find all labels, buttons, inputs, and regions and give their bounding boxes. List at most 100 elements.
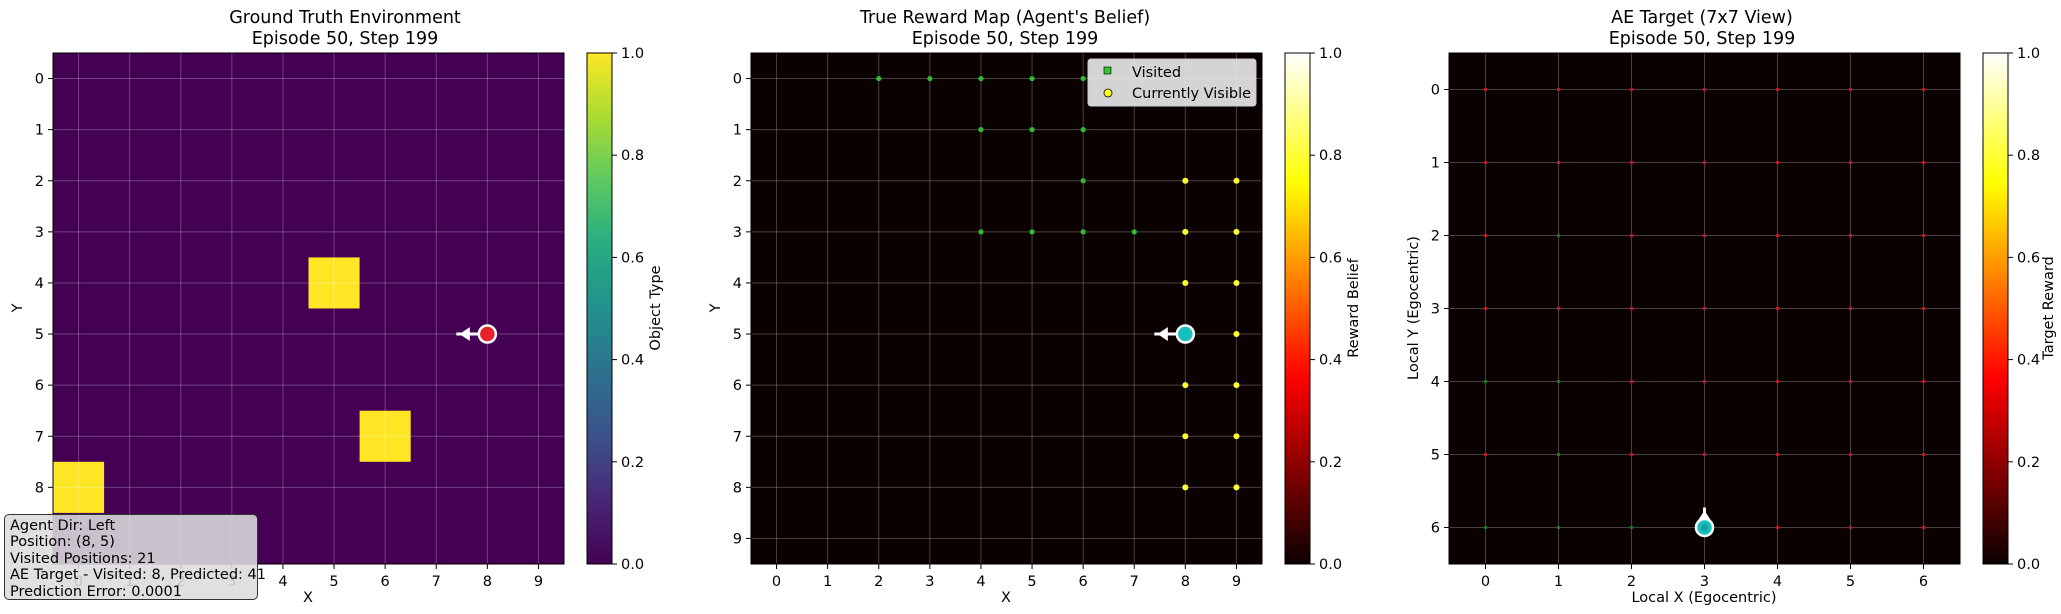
colorbar-tick-label: 0.2 xyxy=(2017,455,2040,471)
x-tick-label: 6 xyxy=(1079,574,1088,590)
colorbar-tick-label: 0.8 xyxy=(621,148,644,164)
legend-visited-swatch xyxy=(1103,66,1112,75)
panel1-xlabel: X xyxy=(303,590,313,606)
visited-cell-marker xyxy=(1483,379,1488,384)
predicted-cell-marker xyxy=(1848,525,1853,530)
y-tick-label: 4 xyxy=(1431,375,1440,391)
y-tick-label: 1 xyxy=(733,123,742,139)
x-tick-label: 8 xyxy=(1181,574,1190,590)
panel3-y-ticks: 0 1 2 3 4 5 6 xyxy=(1431,83,1449,537)
panel3-agent xyxy=(1694,507,1715,538)
visited-point xyxy=(1080,127,1086,133)
colorbar-tick-label: 0.0 xyxy=(2017,557,2040,573)
predicted-cell-marker xyxy=(1483,87,1488,92)
x-tick-label: 6 xyxy=(1919,574,1928,590)
panel2-ylabel: Y xyxy=(708,303,724,313)
info-ae-target: AE Target - Visited: 8, Predicted: 41 xyxy=(10,567,266,584)
x-tick-label: 6 xyxy=(381,574,390,590)
colorbar-tick-label: 0.6 xyxy=(1319,250,1342,266)
visited-point xyxy=(1080,178,1086,184)
panel1-subtitle: Episode 50, Step 199 xyxy=(252,29,439,49)
predicted-cell-marker xyxy=(1775,379,1780,384)
visited-cell-marker xyxy=(1483,525,1488,530)
predicted-cell-marker xyxy=(1629,452,1634,457)
x-tick-label: 0 xyxy=(1481,574,1490,590)
visited-point xyxy=(1029,75,1035,82)
colorbar-tick-label: 1.0 xyxy=(621,46,644,62)
panel2-colorbar-ticks: 0.0 0.2 0.4 0.6 0.8 1.0 xyxy=(1310,46,1342,573)
x-tick-label: 3 xyxy=(1700,574,1709,590)
colorbar-tick-label: 0.4 xyxy=(621,353,644,369)
visited-point xyxy=(978,75,984,82)
x-tick-label: 4 xyxy=(1773,574,1782,590)
y-tick-label: 0 xyxy=(733,72,742,88)
predicted-cell-marker xyxy=(1775,160,1780,165)
colorbar-tick-label: 0.8 xyxy=(1319,148,1342,164)
visible-point xyxy=(1182,228,1189,235)
x-tick-label: 1 xyxy=(823,574,832,590)
colorbar-tick-label: 0.0 xyxy=(621,557,644,573)
predicted-cell-marker xyxy=(1702,233,1707,238)
panel1-grid xyxy=(53,53,564,564)
panel2-markers xyxy=(876,75,1240,491)
visible-point xyxy=(1182,484,1189,491)
y-tick-label: 8 xyxy=(35,480,44,496)
panel1-colorbar-ticks: 0.0 0.2 0.4 0.6 0.8 1.0 xyxy=(612,46,644,573)
colorbar-tick-label: 0.6 xyxy=(621,250,644,266)
predicted-cell-marker xyxy=(1483,452,1488,457)
visible-point xyxy=(1233,382,1240,389)
x-tick-label: 8 xyxy=(483,574,492,590)
panel2-colorbar-label: Reward Belief xyxy=(1346,257,1362,357)
panel2-grid xyxy=(751,53,1262,564)
panel3-markers xyxy=(1483,87,1926,530)
visible-point xyxy=(1182,177,1189,184)
panel1-title: Ground Truth Environment xyxy=(229,8,461,28)
x-tick-label: 7 xyxy=(432,574,441,590)
agent-arrow-head xyxy=(459,327,470,341)
predicted-cell-marker xyxy=(1556,87,1561,92)
y-tick-label: 4 xyxy=(733,276,742,292)
panel1-object-cells xyxy=(53,257,411,513)
predicted-cell-marker xyxy=(1921,160,1926,165)
y-tick-label: 5 xyxy=(1431,448,1440,464)
info-position: Position: (8, 5) xyxy=(10,534,115,551)
panel1-colorbar xyxy=(586,52,613,565)
colorbar-tick-label: 1.0 xyxy=(2017,46,2040,62)
y-tick-label: 3 xyxy=(1431,302,1440,318)
visited-cell-marker xyxy=(1556,233,1561,238)
y-tick-label: 4 xyxy=(35,276,44,292)
panel2-xlabel: X xyxy=(1001,590,1011,606)
object-cell xyxy=(53,461,105,513)
predicted-cell-marker xyxy=(1556,160,1561,165)
y-tick-label: 3 xyxy=(733,225,742,241)
y-tick-label: 3 xyxy=(35,225,44,241)
visited-point xyxy=(1029,127,1035,133)
y-tick-label: 1 xyxy=(1431,156,1440,172)
colorbar-tick-label: 0.4 xyxy=(1319,353,1342,369)
x-tick-label: 5 xyxy=(1027,574,1036,590)
visible-point xyxy=(1233,228,1240,235)
y-tick-label: 6 xyxy=(1431,521,1440,537)
panel3-title: AE Target (7x7 View) xyxy=(1611,8,1793,28)
legend-visible-swatch xyxy=(1103,88,1113,98)
colorbar-tick-label: 0.4 xyxy=(2017,353,2040,369)
agent-marker xyxy=(477,324,498,344)
panel2-x-ticks: 0 1 2 3 4 5 6 7 8 9 xyxy=(772,564,1241,590)
predicted-cell-marker xyxy=(1629,306,1634,311)
predicted-cell-marker xyxy=(1483,306,1488,311)
panel2-y-ticks: 0 1 2 3 4 5 6 7 8 9 xyxy=(733,72,751,547)
predicted-cell-marker xyxy=(1775,306,1780,311)
visible-point xyxy=(1233,279,1240,286)
y-tick-label: 5 xyxy=(35,327,44,343)
panel2-colorbar xyxy=(1284,52,1311,565)
visible-point xyxy=(1182,382,1189,389)
visited-point xyxy=(1080,75,1086,82)
visited-point xyxy=(1131,229,1137,235)
visited-point xyxy=(978,127,984,133)
y-tick-label: 5 xyxy=(733,327,742,343)
predicted-cell-marker xyxy=(1702,306,1707,311)
predicted-cell-marker xyxy=(1921,233,1926,238)
panel1-agent xyxy=(456,324,498,344)
predicted-cell-marker xyxy=(1848,160,1853,165)
